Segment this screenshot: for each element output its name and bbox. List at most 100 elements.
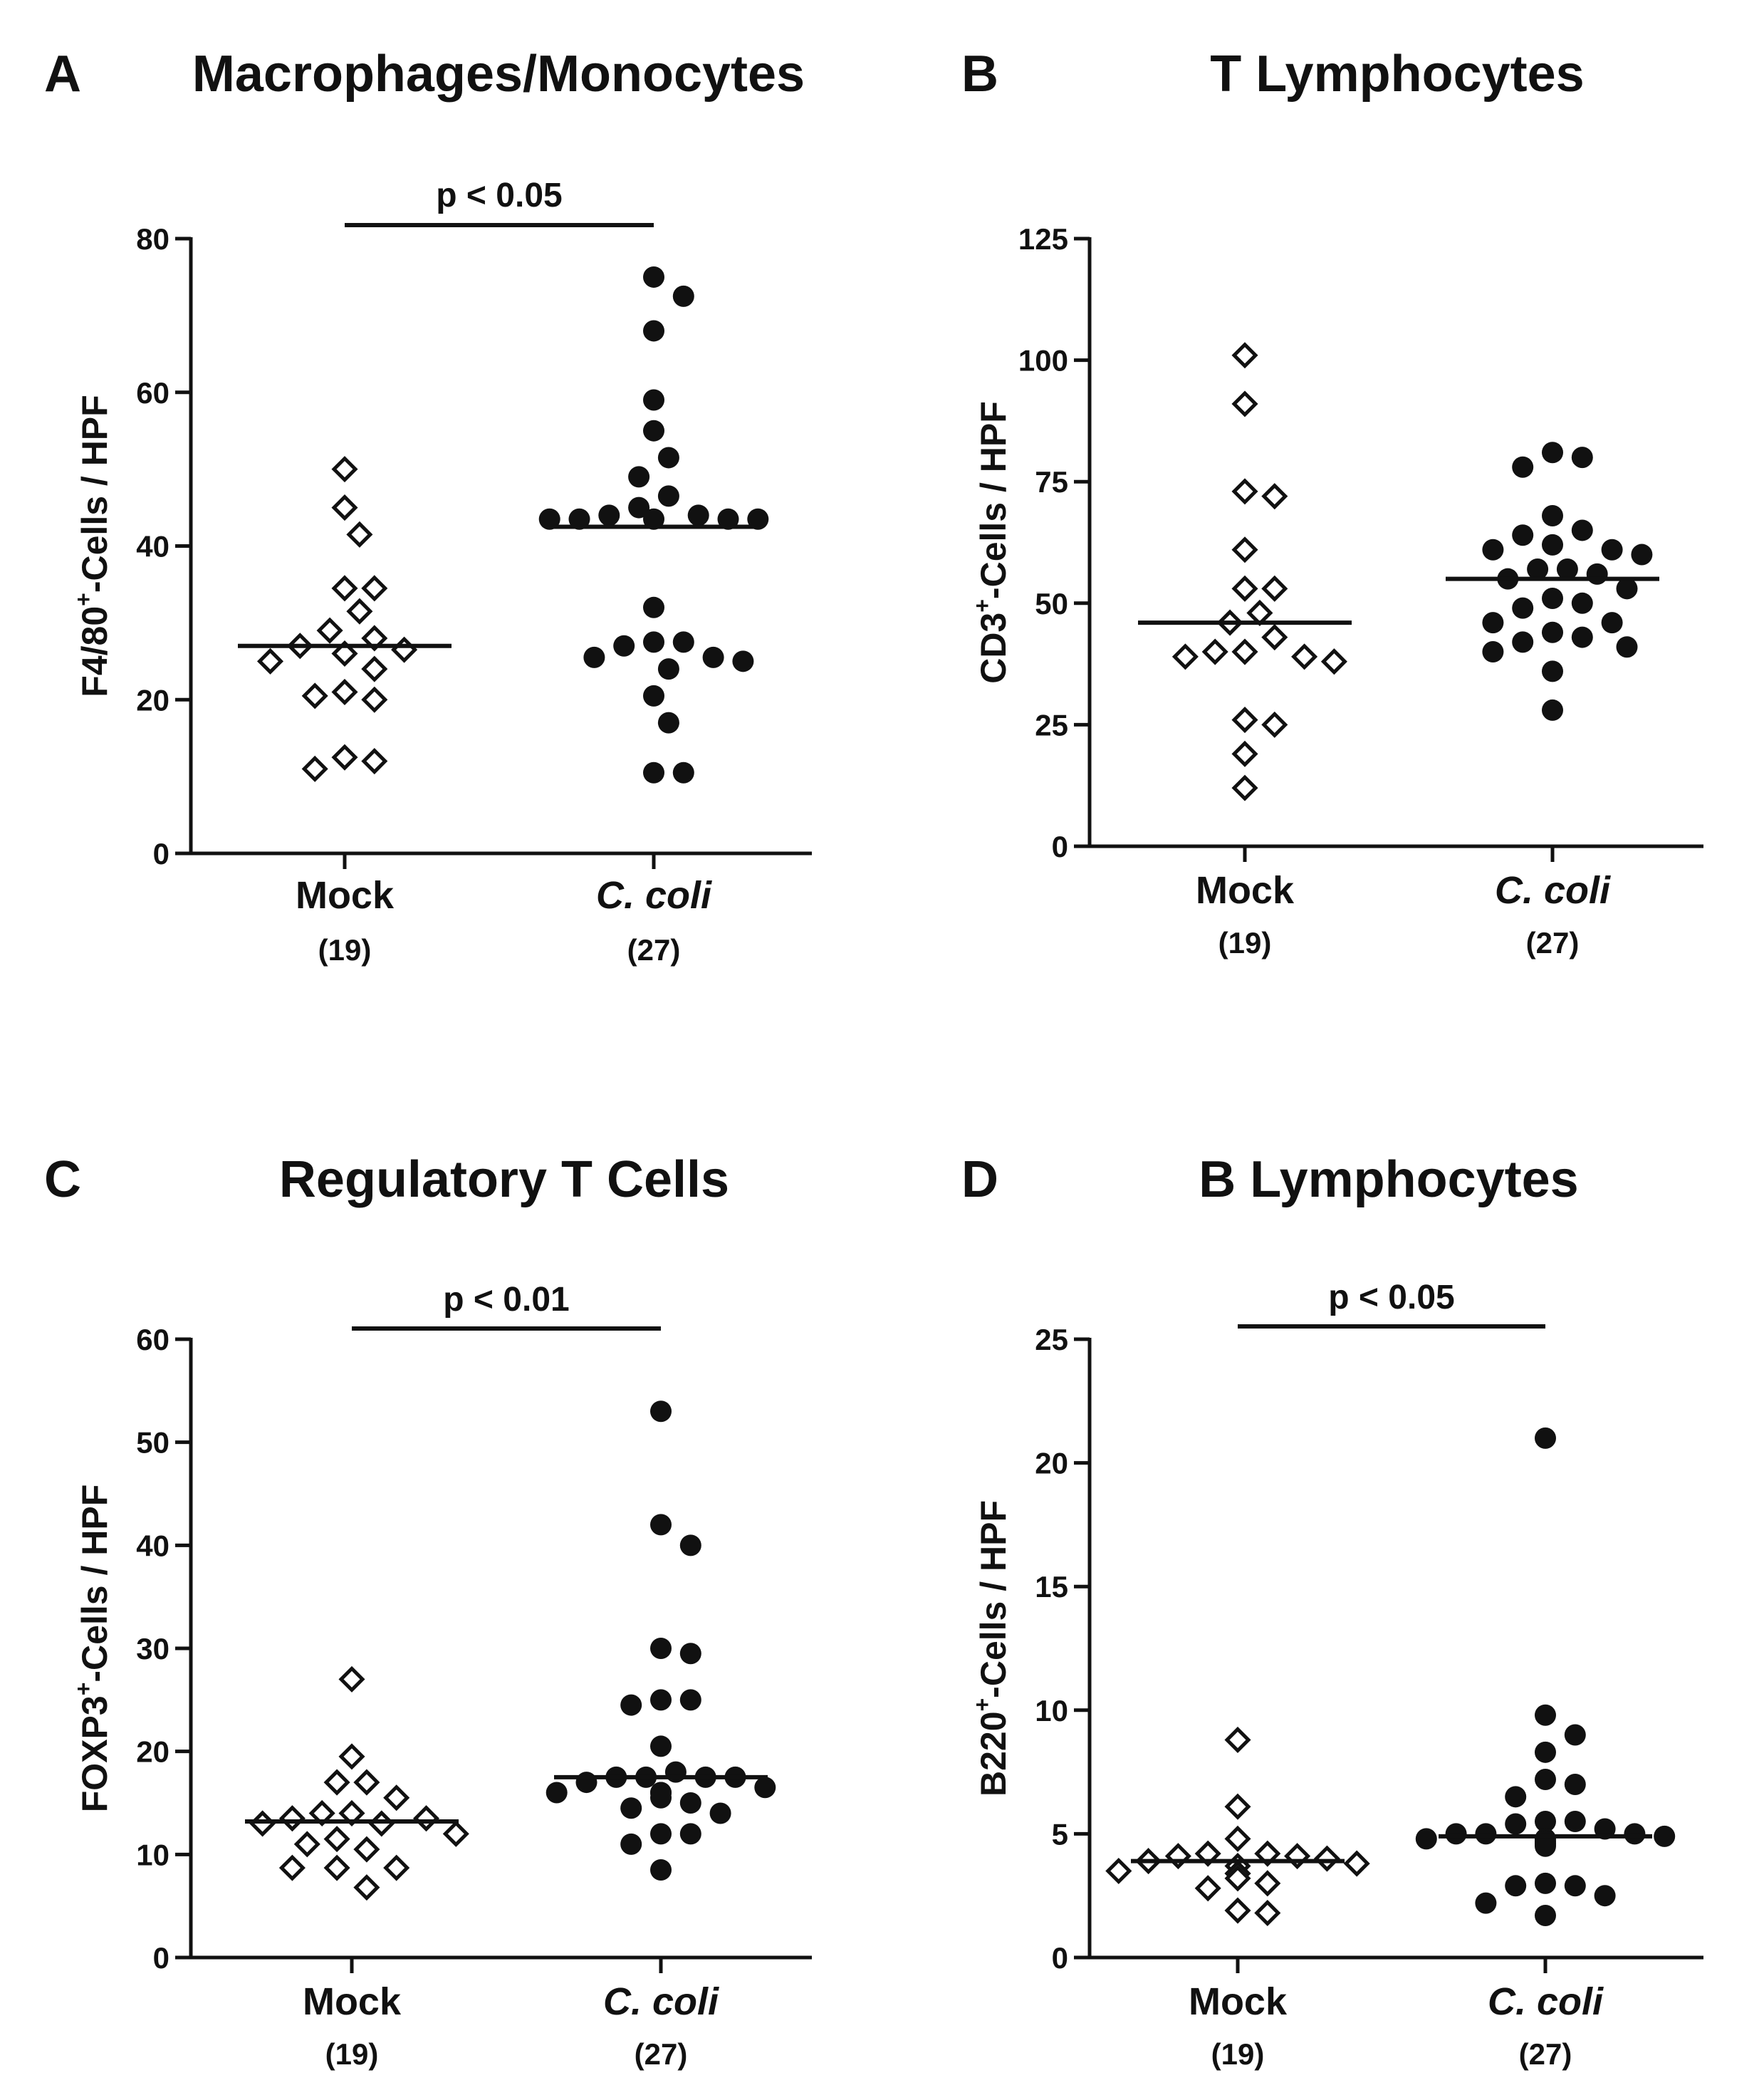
panel-c-ccoli-point <box>620 1797 642 1819</box>
panel-d-ccoli-point <box>1415 1828 1437 1850</box>
panel-b-mock-point <box>1231 774 1258 801</box>
panel-b-ccoli-point <box>1542 534 1563 556</box>
panel-c-ccoli-point <box>650 1638 672 1659</box>
panel-c-ccoli-point <box>679 1792 701 1814</box>
panel-b-ccoli-point <box>1542 587 1563 609</box>
panel-d-category-label: Mock <box>1189 1980 1288 2023</box>
panel-d-mock-point <box>1254 1870 1281 1897</box>
panel-a-y-tick-label: 40 <box>136 530 169 563</box>
panel-c-category-label: Mock <box>303 1980 402 2023</box>
panel-a-ccoli-point <box>643 420 664 442</box>
panel-d-letter: D <box>961 1151 998 1208</box>
panel-d: D B Lymphocytes 0 5 10 15 20 25 Mock (19) C. coli (… <box>961 1151 1703 2071</box>
panel-c-y-tick-label: 20 <box>136 1735 169 1769</box>
panel-b-category-label: C. coli <box>1495 869 1611 912</box>
panel-a-ccoli-point <box>628 466 650 488</box>
panel-a-ccoli-point <box>583 646 605 668</box>
panel-c-y-tick-label: 50 <box>136 1426 169 1460</box>
panel-c-mock-point <box>278 1805 306 1832</box>
panel-b-ccoli-point <box>1631 544 1653 566</box>
panel-d-ccoli-point <box>1535 1769 1556 1791</box>
panel-c-mock-point <box>353 1874 380 1901</box>
panel-d-ccoli-point <box>1594 1885 1616 1907</box>
panel-c-ccoli-point <box>650 1787 672 1809</box>
panel-d-ccoli-point <box>1505 1813 1527 1835</box>
panel-d-n-label: (27) <box>1519 2037 1572 2071</box>
panel-c-y-tick-label: 60 <box>136 1323 169 1356</box>
panel-b-mock-point <box>1171 643 1199 670</box>
panel-d-ccoli-point <box>1564 1724 1586 1746</box>
panel-a-mock-point <box>331 640 358 667</box>
panel-a-ccoli-point <box>657 658 679 680</box>
panel-d-y-tick-label: 10 <box>1035 1694 1068 1727</box>
panel-c-n-label: (19) <box>325 2037 379 2071</box>
panel-b-letter: B <box>961 46 998 103</box>
panel-a-ccoli-point <box>628 497 650 519</box>
panel-b-y-axis-label: CD3+-Cells / HPF <box>969 401 1013 684</box>
panel-a-ccoli-point <box>643 389 664 411</box>
panel-b-mock-point <box>1231 707 1258 734</box>
panel-a-ccoli-point <box>643 631 664 653</box>
panel-a-title: Macrophages/Monocytes <box>192 46 805 103</box>
panel-a-y-tick-label: 0 <box>153 837 169 870</box>
panel-b-mock-point <box>1246 599 1273 626</box>
panel-b-ccoli-point <box>1512 631 1534 653</box>
panel-a-n-label: (19) <box>318 933 372 967</box>
panel-a-ccoli-point <box>657 447 679 469</box>
panel-a-ccoli-point <box>717 508 739 530</box>
panel-b-mock-point <box>1231 536 1258 563</box>
panel-c-ccoli-point <box>650 1823 672 1845</box>
panel-d-ccoli-point <box>1445 1823 1467 1845</box>
panel-b-ccoli-point <box>1601 612 1623 634</box>
panel-a-y-tick-label: 60 <box>136 376 169 410</box>
panel-a-mock-point <box>301 682 328 709</box>
panel-a-ccoli-point <box>568 508 590 530</box>
panel-c-ccoli-point <box>754 1777 776 1799</box>
panel-a-ccoli-point <box>672 761 694 784</box>
panel-b-mock-point <box>1261 575 1288 602</box>
panel-a-y-tick-label: 20 <box>136 683 169 717</box>
panel-d-category-label: C. coli <box>1488 1980 1604 2023</box>
panel-d-ccoli-point <box>1535 1872 1556 1894</box>
panel-d-ccoli-point <box>1535 1835 1556 1857</box>
panel-b-ccoli-point <box>1482 641 1504 663</box>
panel-d-ccoli-point <box>1564 1875 1586 1897</box>
panel-c-mock-point <box>383 1784 410 1811</box>
panel-d-n-label: (19) <box>1211 2037 1265 2071</box>
panel-a-y-axis-label: F4/80+-Cells / HPF <box>71 395 115 697</box>
panel-a-ccoli-point <box>643 508 664 530</box>
panel-d-y-tick-label: 20 <box>1035 1447 1068 1480</box>
panel-c-y-tick-label: 40 <box>136 1529 169 1562</box>
panel-d-mock-point <box>1224 1897 1251 1924</box>
panel-b-y-tick-label: 125 <box>1018 222 1068 256</box>
panel-c-mock-point <box>323 1826 350 1853</box>
panel-a-mock-point <box>331 575 358 602</box>
panel-d-ccoli-point <box>1535 1904 1556 1926</box>
panel-b-y-tick-label: 75 <box>1035 465 1068 499</box>
panel-a-ccoli-point <box>643 266 664 288</box>
panel-c: C Regulatory T Cells 0 10 20 30 40 50 60 Mock (19)… <box>44 1151 812 2071</box>
panel-d-ccoli-point <box>1654 1825 1676 1847</box>
panel-a-category-label: Mock <box>296 874 395 917</box>
panel-c-ccoli-point <box>650 1400 672 1423</box>
panel-d-y-tick-label: 5 <box>1052 1817 1068 1851</box>
panel-a-mock-point <box>256 648 284 675</box>
panel-c-ccoli-point <box>575 1772 597 1794</box>
panel-c-significance-label: p < 0.01 <box>443 1281 569 1319</box>
panel-d-mock-point <box>1313 1845 1340 1872</box>
panel-b-y-tick-label: 0 <box>1052 830 1068 863</box>
panel-b-ccoli-point <box>1512 524 1534 546</box>
panel-c-ccoli-point <box>546 1782 568 1804</box>
panel-c-ccoli-point <box>679 1534 701 1556</box>
panel-a-ccoli-point <box>657 485 679 507</box>
panel-c-mock-point <box>353 1769 380 1796</box>
panel-d-ccoli-point <box>1564 1773 1586 1795</box>
panel-a-significance-label: p < 0.05 <box>436 177 562 214</box>
panel-b-ccoli-point <box>1571 519 1593 541</box>
panel-d-mock-point <box>1105 1857 1132 1885</box>
panel-a-category-label: C. coli <box>596 874 712 917</box>
panel-b-ccoli-point <box>1571 592 1593 614</box>
panel-d-ccoli-point <box>1535 1741 1556 1763</box>
panel-b-ccoli-point <box>1542 442 1563 464</box>
